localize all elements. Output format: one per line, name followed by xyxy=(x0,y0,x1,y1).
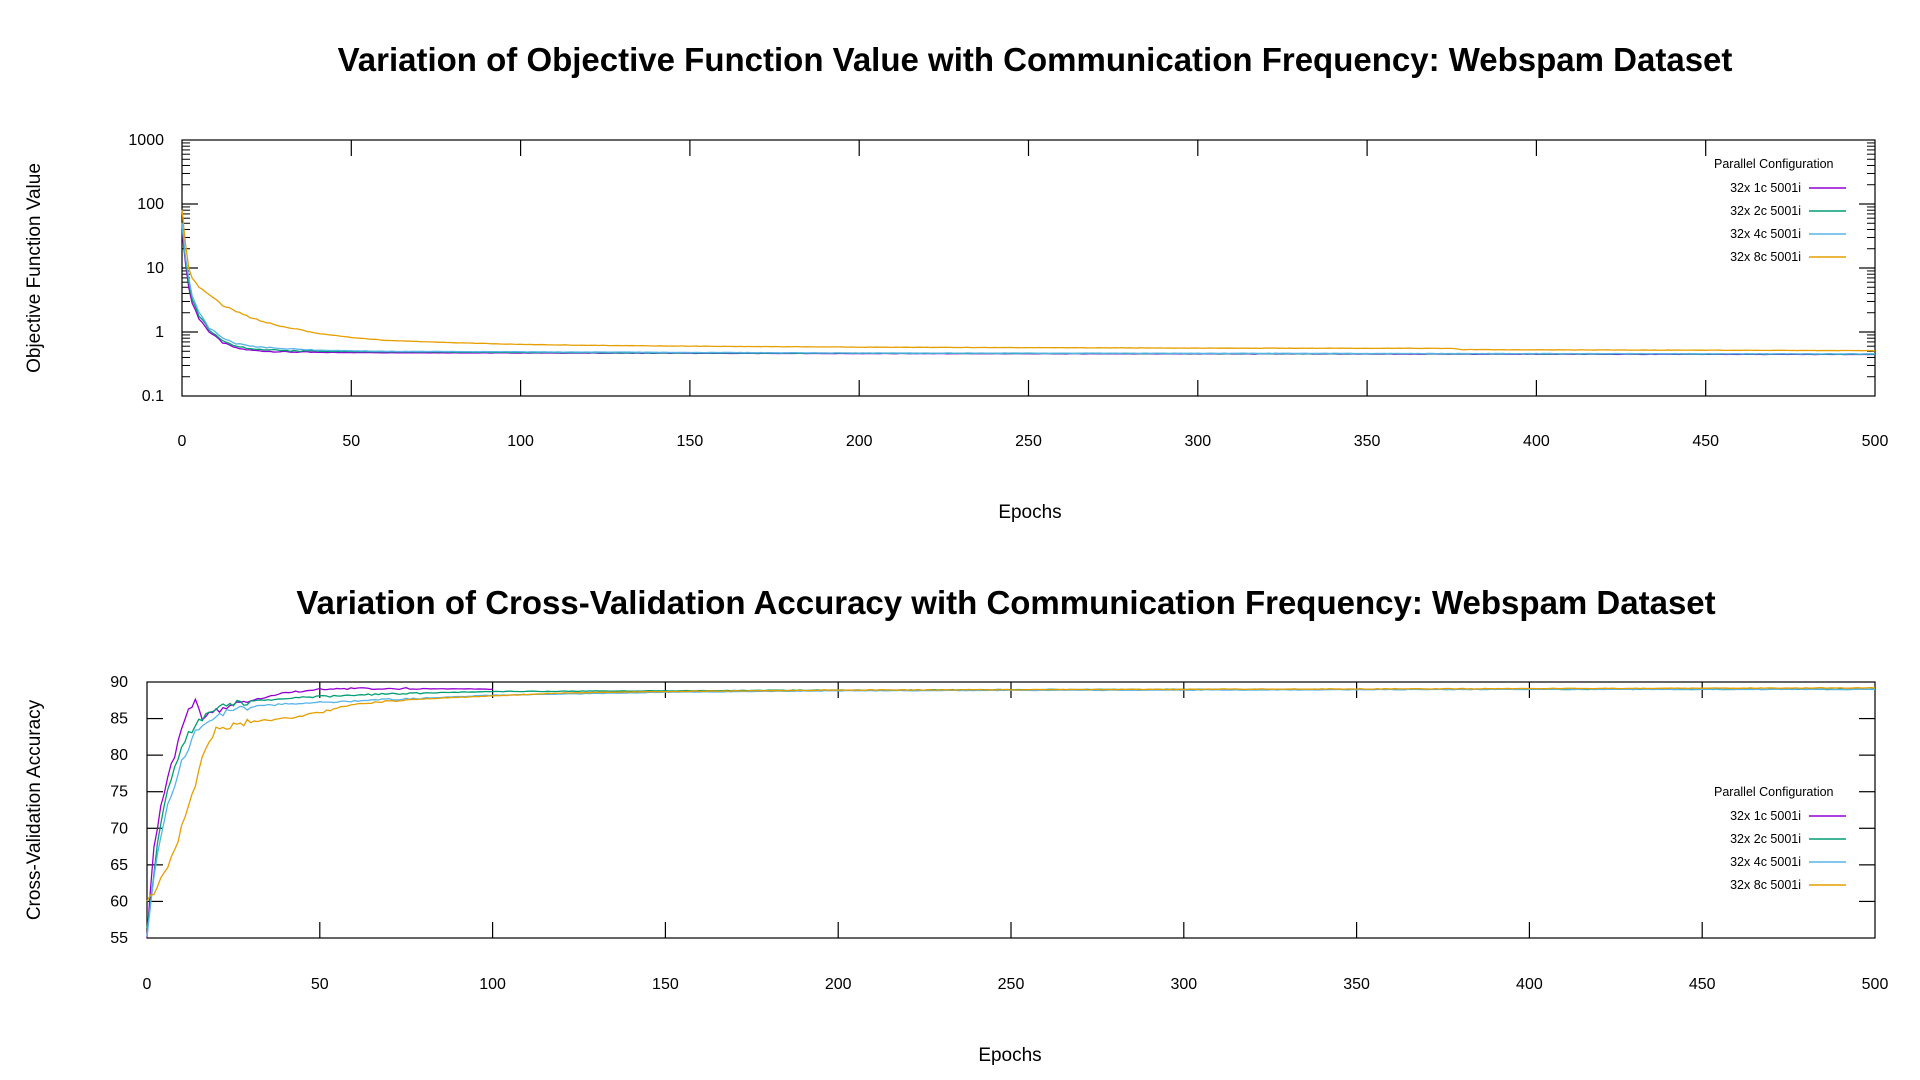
legend-entry-label: 32x 2c 5001i xyxy=(1730,204,1801,218)
y-tick-label: 100 xyxy=(137,196,164,213)
y-tick-label: 60 xyxy=(110,893,128,910)
objective-axis-ticks: 0 50 100 150 200 250 300 350 400 450 500 0.1 1 10 100 1… xyxy=(128,132,1888,450)
legend-entry-label: 32x 4c 5001i xyxy=(1730,227,1801,241)
y-tick-label: 55 xyxy=(110,930,128,947)
x-tick-label: 400 xyxy=(1516,976,1543,993)
x-tick-label: 500 xyxy=(1862,976,1889,993)
x-tick-label: 300 xyxy=(1170,976,1197,993)
x-tick-label: 0 xyxy=(143,976,152,993)
y-tick-label: 1000 xyxy=(128,132,164,149)
objective-chart-title: Variation of Objective Function Value wi… xyxy=(338,41,1733,78)
objective-y-axis-label: Objective Function Value xyxy=(24,163,45,373)
accuracy-series-lines xyxy=(146,686,1876,939)
accuracy-legend: Parallel Configuration 32x 1c 5001i 32x 2c… xyxy=(1714,785,1846,892)
x-tick-label: 250 xyxy=(998,976,1025,993)
series-line-32x-2c-5001i xyxy=(181,225,1876,355)
y-tick-label: 75 xyxy=(110,784,128,801)
x-tick-label: 350 xyxy=(1343,976,1370,993)
series-line-32x-1c-5001i xyxy=(146,687,493,939)
y-tick-label: 10 xyxy=(146,260,164,277)
series-line-32x-4c-5001i xyxy=(146,688,1876,937)
objective-legend: Parallel Configuration 32x 1c 5001i 32x 2c… xyxy=(1714,157,1846,264)
y-tick-label: 85 xyxy=(110,711,128,728)
x-tick-label: 150 xyxy=(677,433,704,450)
series-line-32x-8c-5001i xyxy=(181,209,1876,352)
x-tick-label: 100 xyxy=(479,976,506,993)
legend-entry-label: 32x 1c 5001i xyxy=(1730,809,1801,823)
x-tick-label: 450 xyxy=(1692,433,1719,450)
series-line-32x-2c-5001i xyxy=(146,688,1876,929)
legend-title: Parallel Configuration xyxy=(1714,785,1834,799)
legend-title: Parallel Configuration xyxy=(1714,157,1834,171)
y-tick-label: 0.1 xyxy=(142,388,164,405)
x-tick-label: 200 xyxy=(825,976,852,993)
y-tick-label: 65 xyxy=(110,857,128,874)
x-tick-label: 150 xyxy=(652,976,679,993)
x-tick-label: 250 xyxy=(1015,433,1042,450)
x-tick-label: 400 xyxy=(1523,433,1550,450)
objective-x-axis-label: Epochs xyxy=(998,502,1061,523)
x-tick-label: 450 xyxy=(1689,976,1716,993)
x-tick-label: 100 xyxy=(507,433,534,450)
legend-entry-label: 32x 1c 5001i xyxy=(1730,181,1801,195)
y-tick-label: 80 xyxy=(110,747,128,764)
objective-series-lines xyxy=(181,209,1876,356)
y-tick-label: 90 xyxy=(110,674,128,691)
accuracy-x-axis-label: Epochs xyxy=(978,1045,1041,1066)
legend-entry-label: 32x 8c 5001i xyxy=(1730,878,1801,892)
series-line-32x-4c-5001i xyxy=(181,222,1875,355)
legend-entry-label: 32x 4c 5001i xyxy=(1730,855,1801,869)
x-tick-label: 200 xyxy=(846,433,873,450)
x-tick-label: 50 xyxy=(342,433,360,450)
accuracy-axis-ticks: 0 50 100 150 200 250 300 350 400 450 500 55 60 65 70 75… xyxy=(110,674,1888,993)
accuracy-chart: Variation of Cross-Validation Accuracy w… xyxy=(24,584,1888,1066)
x-tick-label: 50 xyxy=(311,976,329,993)
x-tick-label: 0 xyxy=(178,433,187,450)
objective-plot-area xyxy=(181,139,1876,397)
legend-entry-label: 32x 2c 5001i xyxy=(1730,832,1801,846)
y-tick-label: 70 xyxy=(110,820,128,837)
x-tick-label: 350 xyxy=(1354,433,1381,450)
accuracy-chart-title: Variation of Cross-Validation Accuracy w… xyxy=(296,584,1715,621)
legend-entry-label: 32x 8c 5001i xyxy=(1730,250,1801,264)
accuracy-y-axis-label: Cross-Validation Accuracy xyxy=(24,699,45,920)
objective-chart: Variation of Objective Function Value wi… xyxy=(24,41,1888,523)
series-line-32x-8c-5001i xyxy=(146,686,1876,902)
y-tick-label: 1 xyxy=(155,324,164,341)
series-line-32x-1c-5001i xyxy=(181,229,1876,356)
x-tick-label: 300 xyxy=(1184,433,1211,450)
x-tick-label: 500 xyxy=(1862,433,1889,450)
accuracy-plot-area xyxy=(146,681,1876,939)
